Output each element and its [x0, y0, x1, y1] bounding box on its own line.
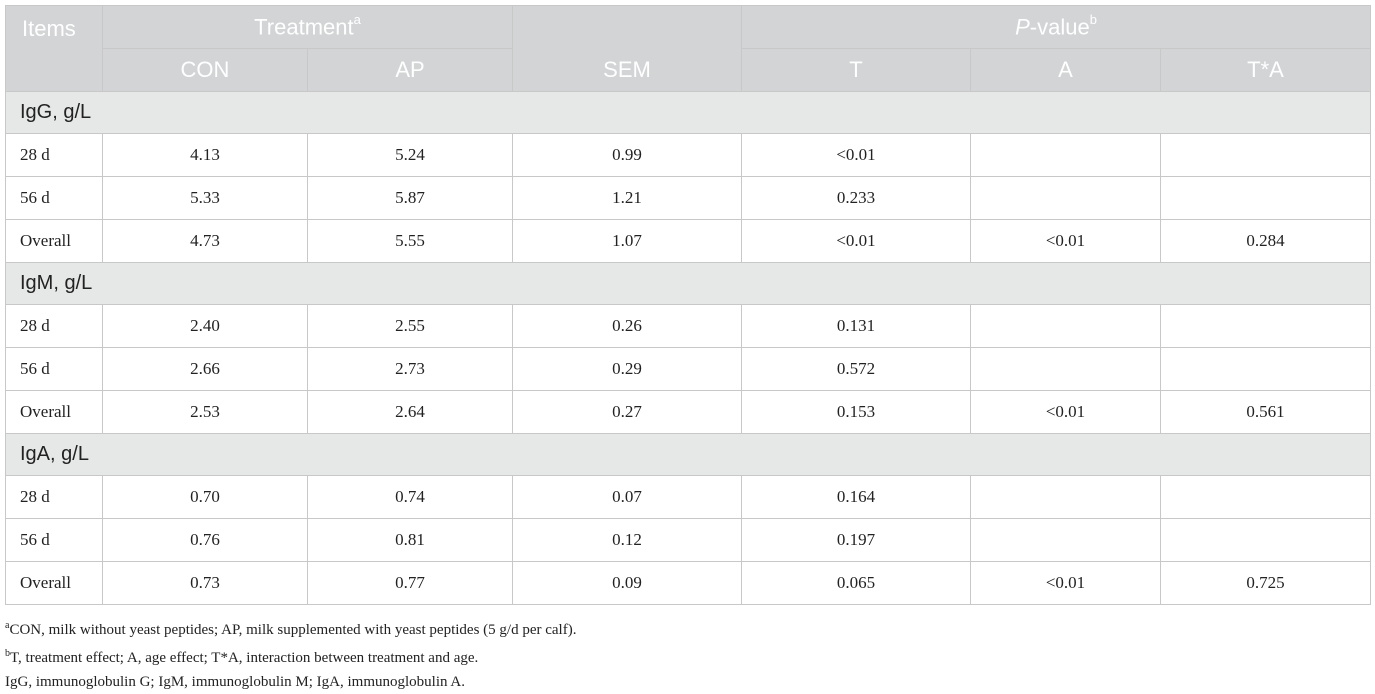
cell-ta	[1159, 176, 1372, 220]
cell-sem: 0.12	[512, 518, 742, 562]
cell-t: 0.153	[741, 390, 971, 434]
cell-ta	[1159, 475, 1372, 519]
table-row: 56 d 5.33 5.87 1.21 0.233	[5, 176, 1372, 220]
cell-ap: 5.87	[307, 176, 513, 220]
cell-ta	[1159, 518, 1372, 562]
header-t: T	[741, 48, 971, 92]
cell-ta	[1159, 133, 1372, 177]
cell-t: <0.01	[741, 219, 971, 263]
cell-con: 0.73	[102, 561, 308, 605]
header-row-2: CON AP SEM T A T*A	[6, 48, 1372, 92]
row-label: 28 d	[5, 475, 103, 519]
cell-t: <0.01	[741, 133, 971, 177]
table-row: 28 d 2.40 2.55 0.26 0.131	[5, 304, 1372, 348]
table-row: 56 d 2.66 2.73 0.29 0.572	[5, 347, 1372, 391]
row-label: Overall	[5, 561, 103, 605]
row-label: Overall	[5, 219, 103, 263]
cell-t: 0.131	[741, 304, 971, 348]
cell-ap: 0.81	[307, 518, 513, 562]
footnote-a: aCON, milk without yeast peptides; AP, m…	[5, 620, 577, 638]
header-con: CON	[102, 48, 308, 92]
cell-ta: 0.561	[1159, 390, 1372, 434]
cell-ta: 0.284	[1159, 219, 1372, 263]
cell-a: <0.01	[970, 390, 1161, 434]
header-sem-top	[512, 5, 742, 49]
cell-a: <0.01	[970, 219, 1161, 263]
group-row-iga: IgA, g/L	[4, 433, 1372, 476]
cell-t: 0.164	[741, 475, 971, 519]
row-label: 28 d	[5, 133, 103, 177]
cell-ta	[1159, 347, 1372, 391]
cell-sem: 0.26	[512, 304, 742, 348]
group-title: IgG, g/L	[4, 91, 1372, 134]
cell-con: 2.53	[102, 390, 308, 434]
cell-con: 0.76	[102, 518, 308, 562]
cell-a	[970, 518, 1161, 562]
table-row: 28 d 4.13 5.24 0.99 <0.01	[5, 133, 1372, 177]
cell-sem: 0.99	[512, 133, 742, 177]
cell-a	[970, 176, 1161, 220]
header-row-1: Items Treatmenta P-valueb	[5, 5, 1372, 92]
cell-a	[970, 475, 1161, 519]
table-row: Overall 4.73 5.55 1.07 <0.01 <0.01 0.284	[5, 219, 1372, 263]
footnotes: aCON, milk without yeast peptides; AP, m…	[5, 614, 1370, 694]
cell-sem: 1.21	[512, 176, 742, 220]
row-label: 28 d	[5, 304, 103, 348]
cell-con: 0.70	[102, 475, 308, 519]
cell-con: 4.13	[102, 133, 308, 177]
cell-sem: 1.07	[512, 219, 742, 263]
data-table: Items Treatmenta P-valueb CON AP SEM T A…	[4, 5, 1372, 605]
header-items: Items	[5, 5, 103, 92]
cell-a	[970, 304, 1161, 348]
cell-ap: 2.73	[307, 347, 513, 391]
row-label: 56 d	[5, 518, 103, 562]
cell-ap: 2.55	[307, 304, 513, 348]
group-row-igm: IgM, g/L	[4, 262, 1372, 305]
cell-con: 4.73	[102, 219, 308, 263]
cell-a	[970, 347, 1161, 391]
row-label: 56 d	[5, 347, 103, 391]
header-pvalue: P-valueb	[740, 5, 1372, 49]
cell-a: <0.01	[970, 561, 1161, 605]
table-row: Overall 2.53 2.64 0.27 0.153 <0.01 0.561	[5, 390, 1372, 434]
table-container: Items Treatmenta P-valueb CON AP SEM T A…	[4, 5, 1372, 605]
cell-ta: 0.725	[1159, 561, 1372, 605]
cell-a	[970, 133, 1161, 177]
header-ta: T*A	[1159, 48, 1372, 92]
cell-ta	[1159, 304, 1372, 348]
header-sem: SEM	[512, 48, 742, 92]
cell-t: 0.572	[741, 347, 971, 391]
cell-ap: 0.77	[307, 561, 513, 605]
cell-t: 0.065	[741, 561, 971, 605]
cell-t: 0.233	[741, 176, 971, 220]
cell-sem: 0.07	[512, 475, 742, 519]
footnote-c: IgG, immunoglobulin G; IgM, immunoglobul…	[5, 674, 466, 690]
cell-sem: 0.27	[512, 390, 742, 434]
cell-ap: 5.55	[307, 219, 513, 263]
cell-t: 0.197	[741, 518, 971, 562]
cell-con: 2.66	[102, 347, 308, 391]
header-treatment: Treatmenta	[102, 5, 513, 49]
cell-sem: 0.09	[512, 561, 742, 605]
group-row-igg: IgG, g/L	[4, 91, 1372, 134]
cell-con: 5.33	[102, 176, 308, 220]
table-row: Overall 0.73 0.77 0.09 0.065 <0.01 0.725	[5, 561, 1372, 605]
group-title: IgA, g/L	[4, 433, 1372, 476]
row-label: 56 d	[5, 176, 103, 220]
cell-ap: 0.74	[307, 475, 513, 519]
cell-con: 2.40	[102, 304, 308, 348]
header-a: A	[970, 48, 1161, 92]
table-row: 56 d 0.76 0.81 0.12 0.197	[5, 518, 1372, 562]
cell-sem: 0.29	[512, 347, 742, 391]
cell-ap: 5.24	[307, 133, 513, 177]
header-ap: AP	[307, 48, 513, 92]
cell-ap: 2.64	[307, 390, 513, 434]
footnote-b: bT, treatment effect; A, age effect; T*A…	[5, 648, 479, 666]
group-title: IgM, g/L	[4, 262, 1372, 305]
table-row: 28 d 0.70 0.74 0.07 0.164	[5, 475, 1372, 519]
row-label: Overall	[5, 390, 103, 434]
